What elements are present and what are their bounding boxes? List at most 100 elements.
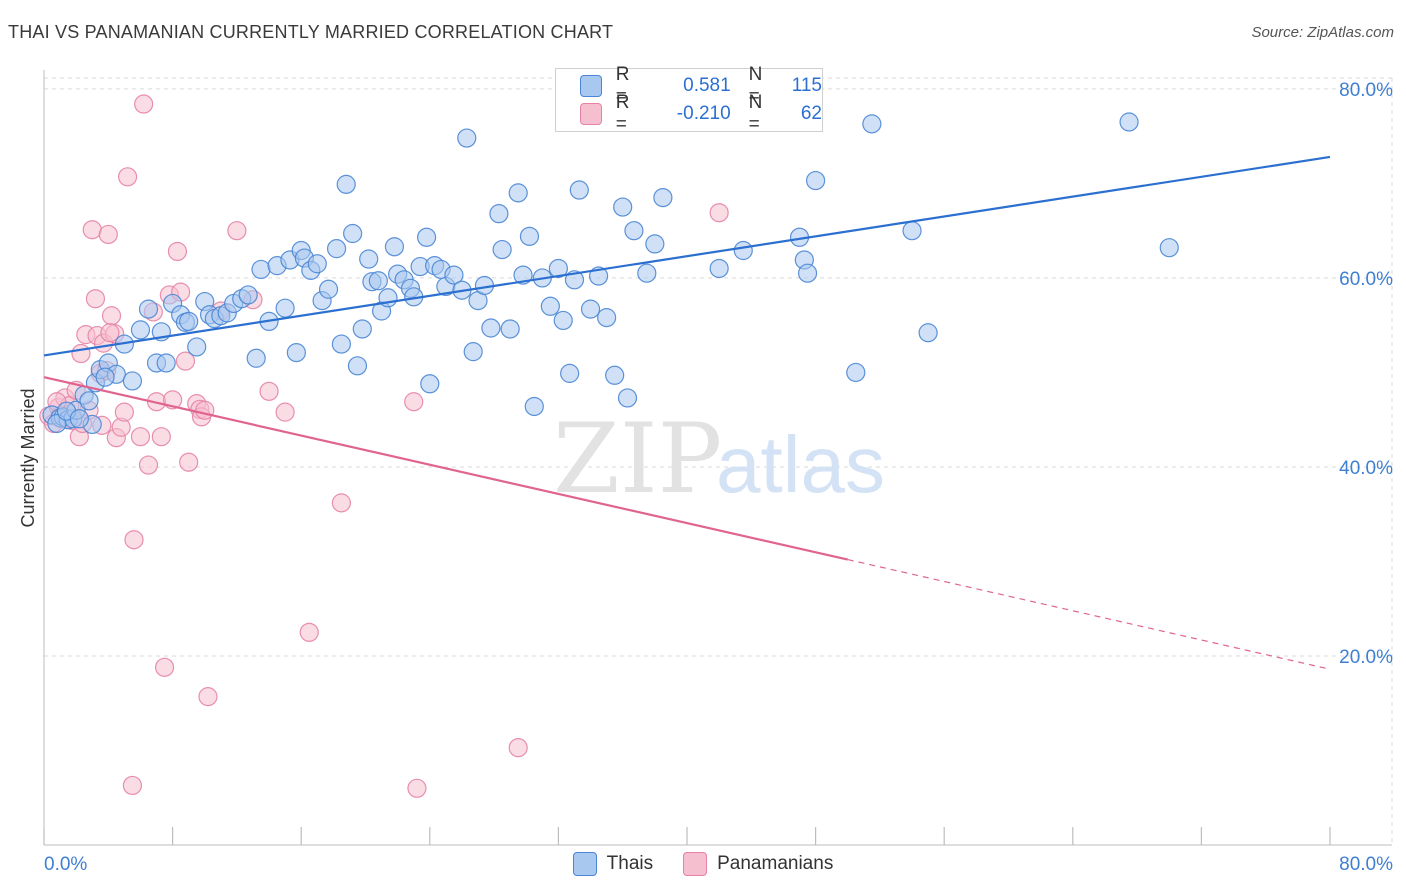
thais-point-70 [463,342,483,362]
thais-point-51 [359,249,379,269]
stats-box: R = 0.581 N = 115 R = -0.210 N = 62 [555,64,823,135]
panamanians-point-35 [167,241,188,262]
panamanians-point-32 [154,657,175,677]
panamanians-point-28 [138,455,159,475]
panamanians-trend-line [43,376,848,561]
thai-swatch [580,75,602,97]
thais-point-105 [862,114,882,134]
thais-point-23 [187,337,207,357]
panamanians-point-60 [71,343,91,364]
stats-row-pan: R = -0.210 N = 62 [556,92,822,135]
panamanians-point-53 [508,738,528,758]
thais-point-79 [519,226,540,246]
thais-point-13 [122,371,143,391]
thais-point-80 [524,396,544,417]
thais-point-109 [1159,238,1179,258]
thais-point-84 [553,310,573,331]
thais-point-95 [637,263,657,283]
thais-point-56 [384,237,405,257]
panamanians-point-37 [175,351,196,371]
thais-point-92 [613,197,633,217]
thais-point-94 [624,221,644,241]
thais-point-83 [548,258,569,279]
thais-point-108 [1119,112,1139,132]
panamanians-point-12 [82,220,102,240]
legend-thais-label: Thais [606,853,654,874]
thais-point-33 [251,259,271,280]
thais-point-88 [580,299,601,319]
thais-point-93 [617,388,638,408]
thais-point-15 [138,299,159,319]
legend-thais-swatch [572,852,597,876]
thais-point-48 [343,223,363,244]
y-tick-label-60: 60.0% [1339,269,1393,290]
thais-trend-line [43,155,1331,357]
chart-title: THAI VS PANAMANIAN CURRENTLY MARRIED COR… [8,22,614,42]
panamanians-point-55 [122,775,143,796]
panamanians-point-19 [101,306,122,326]
panamanians-point-43 [198,687,218,707]
thai-n-value: 115 [791,75,822,96]
pan-n-label: N = [748,92,763,135]
thais-point-90 [597,308,617,328]
thais-point-114 [95,367,115,387]
x-tick-label-right: 80.0% [1339,854,1393,875]
panamanians-point-52 [407,778,427,798]
thais-point-96 [645,234,665,254]
pan-r-value: -0.210 [676,103,731,124]
thai-r-label: R = [615,64,630,107]
thais-point-62 [416,227,437,247]
panamanians-point-47 [259,381,279,401]
panamanians-point-49 [299,622,319,642]
thais-point-104 [846,362,866,383]
panamanians-point-38 [179,452,199,472]
thais-point-32 [246,348,266,368]
legend-item-thais[interactable]: Thais [572,852,654,876]
thai-n-label: N = [748,64,763,107]
y-tick-label-20: 20.0% [1339,647,1393,668]
thais-point-103 [805,170,826,191]
thais-point-112 [69,409,89,429]
thais-point-75 [492,239,512,260]
thais-point-47 [336,174,356,194]
thais-point-87 [569,180,589,200]
thais-point-82 [540,296,560,316]
thais-point-53 [368,271,388,291]
thai-r-value: 0.581 [683,75,731,96]
panamanians-point-57 [100,323,120,343]
thais-point-50 [352,319,372,339]
thais-points [42,112,1179,435]
thais-point-78 [513,265,533,285]
thais-point-102 [797,263,818,283]
legend-panamanians-label: Panamanians [717,853,834,874]
thais-point-77 [508,183,528,203]
pan-n-value: 62 [800,103,822,124]
thais-point-49 [347,356,368,376]
panamanians-point-50 [331,493,351,513]
thais-point-97 [653,187,673,208]
thais-point-91 [605,365,625,385]
thais-point-107 [918,323,938,343]
y-tick-label-40: 40.0% [1339,458,1393,479]
thais-point-76 [500,319,520,339]
thais-point-113 [79,391,99,411]
panamanians-point-24 [117,167,138,187]
thais-point-99 [733,240,753,261]
panamanians-point-25 [124,530,144,550]
thais-point-22 [179,311,199,332]
thais-point-46 [331,334,351,354]
panamanians-point-48 [275,402,295,422]
thais-point-98 [709,258,729,279]
thais-point-106 [902,221,922,241]
pan-r-label: R = [615,92,630,135]
legend-item-panamanians[interactable]: Panamanians [683,852,833,876]
legend-panamanians-swatch [683,852,708,876]
panamanians-point-23 [114,402,134,422]
trend-lines [43,155,1331,670]
panamanians-point-42 [195,400,215,420]
thais-point-36 [275,298,295,318]
panamanians-point-13 [85,289,106,309]
panamanians-trend-extension [847,558,1331,670]
thais-point-63 [420,374,440,394]
